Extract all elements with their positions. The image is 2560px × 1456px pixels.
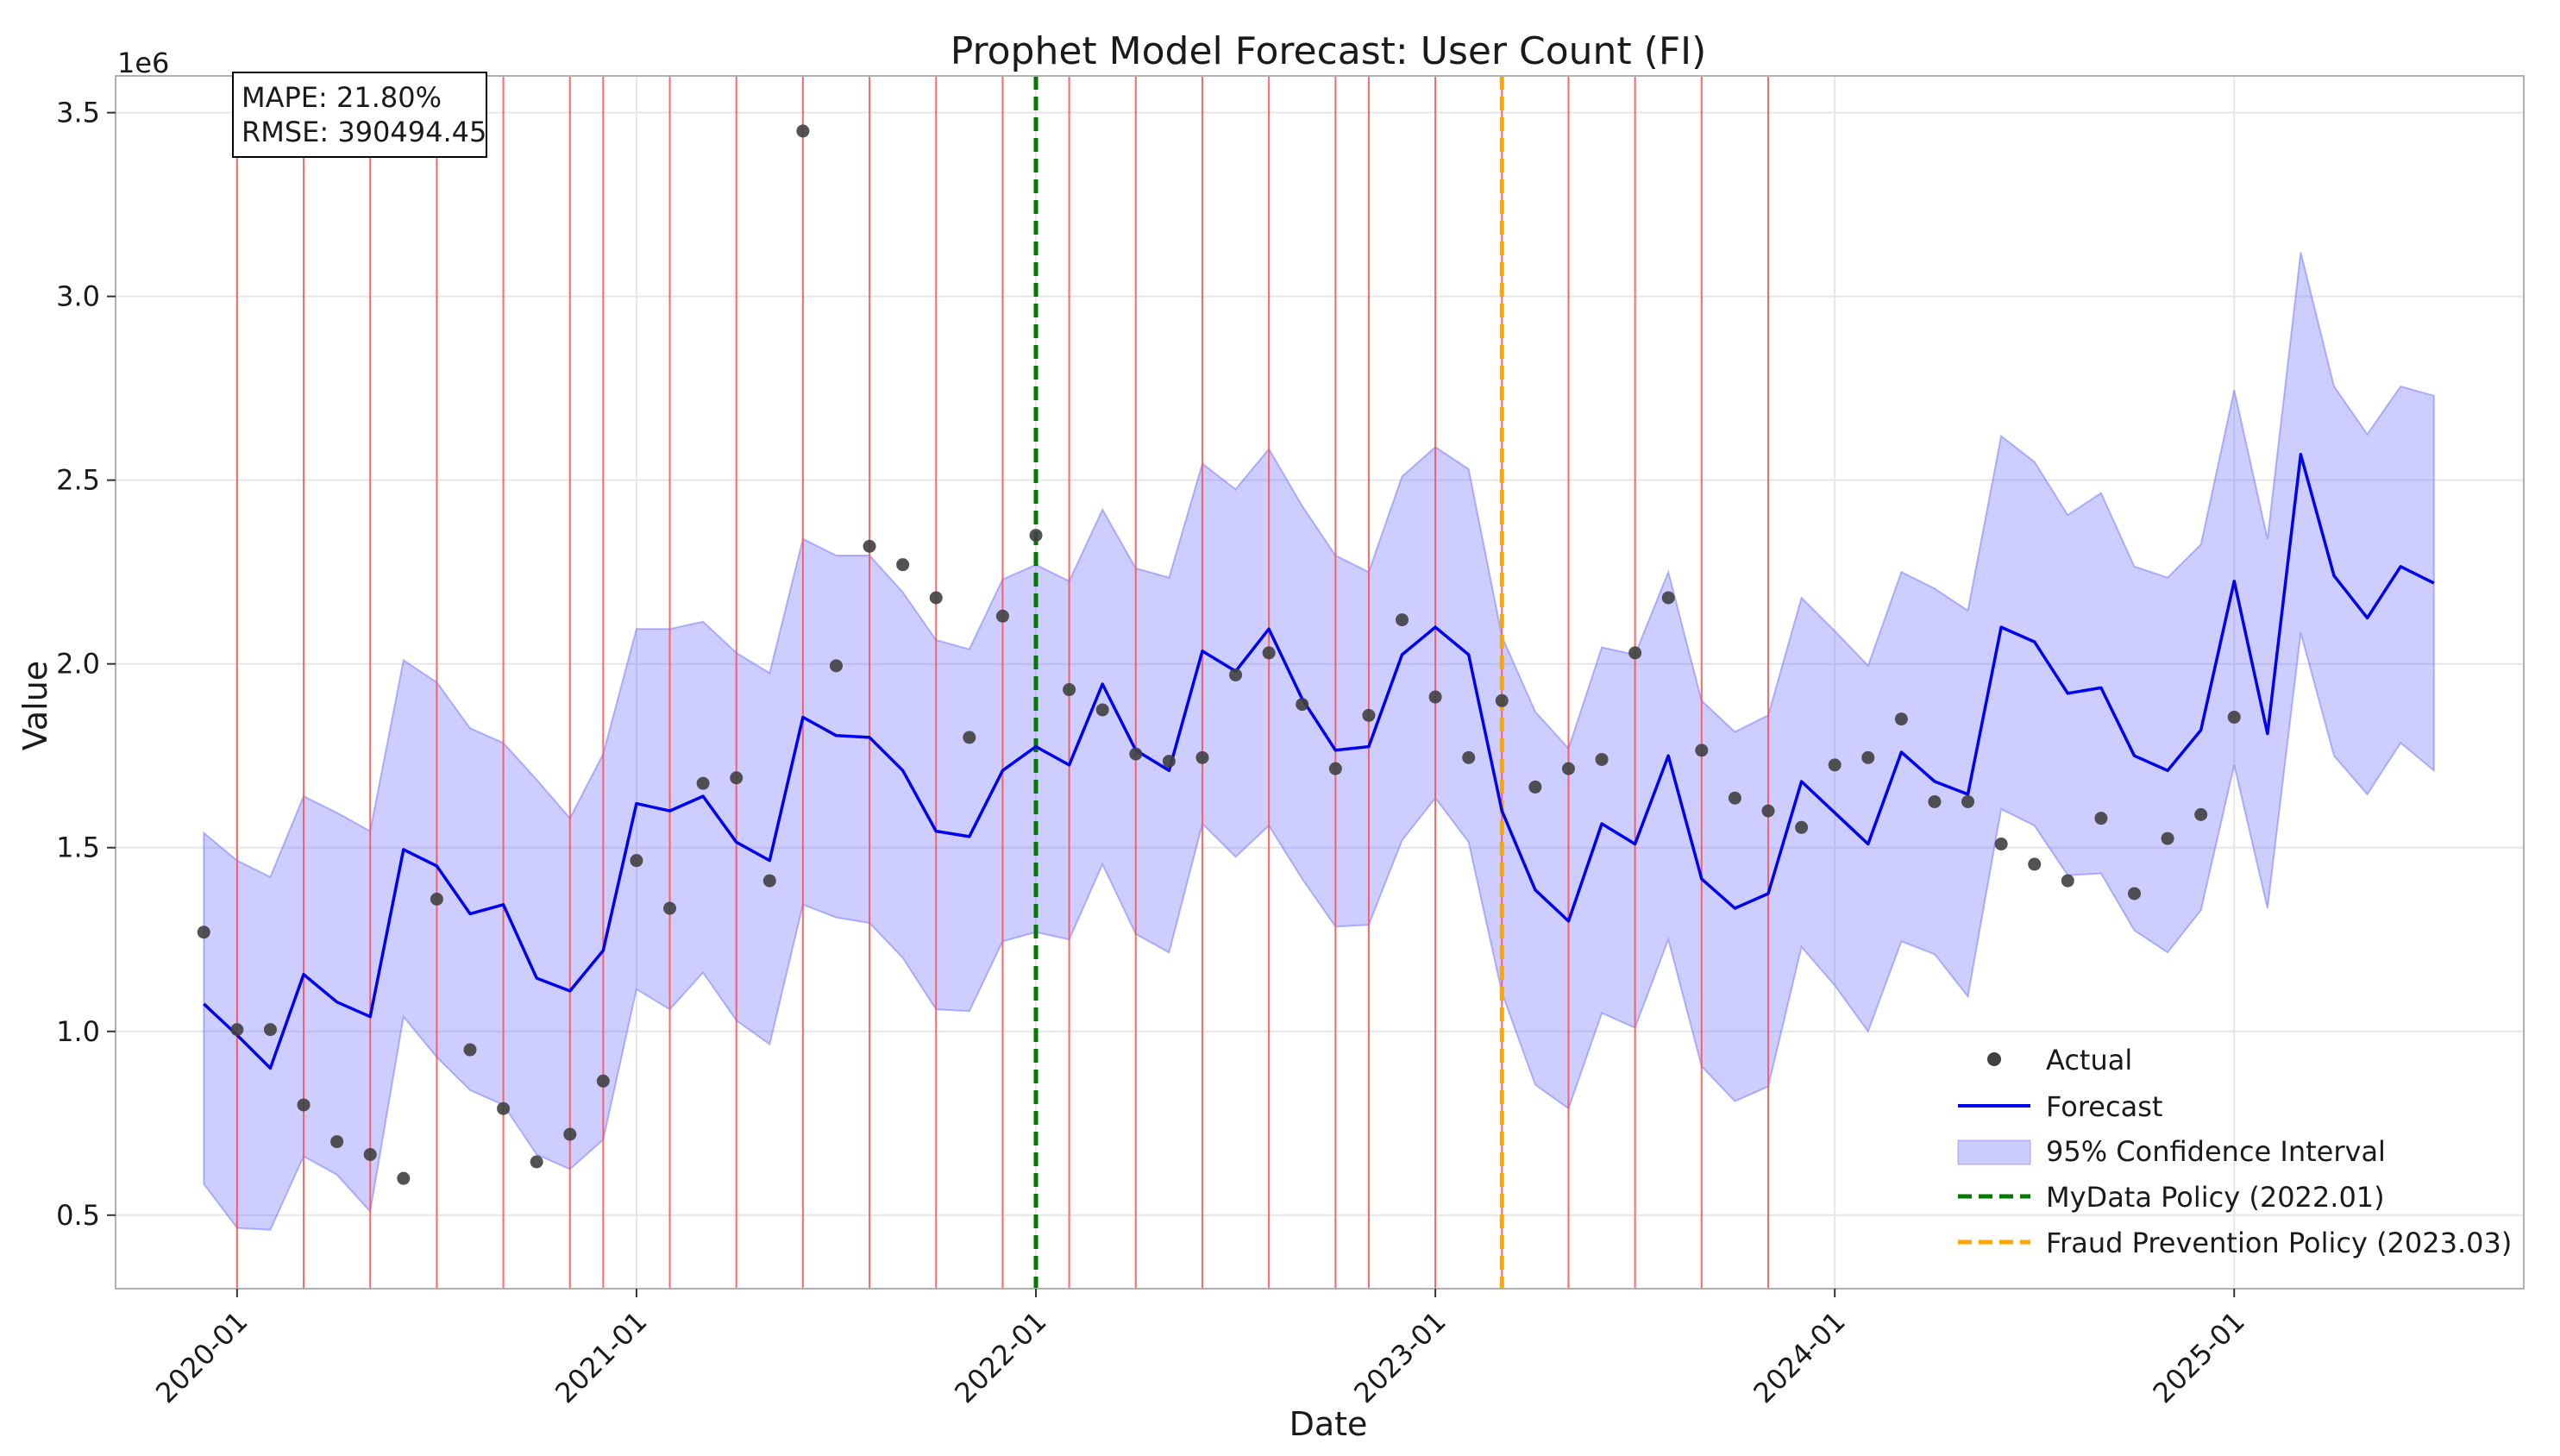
x-axis-label: Date: [1289, 1405, 1368, 1443]
actual-point-27: [1095, 703, 1109, 717]
plot-frame: [115, 75, 2525, 1290]
actual-point-40: [1528, 780, 1542, 794]
chart-title: Prophet Model Forecast: User Count (FI): [951, 29, 1707, 73]
y-tick-label-2: 1.5: [56, 832, 100, 864]
actual-point-30: [1195, 750, 1209, 764]
y-tick-label-5: 3.0: [56, 280, 100, 313]
actual-point-19: [829, 659, 843, 673]
actual-point-6: [397, 1171, 411, 1185]
actual-point-34: [1328, 762, 1342, 775]
actual-point-28: [1129, 747, 1143, 761]
legend-ci-label: 95% Confidence Interval: [2046, 1135, 2386, 1168]
actual-point-26: [1063, 683, 1076, 697]
forecast-series: [203, 453, 2435, 1070]
actual-point-29: [1162, 755, 1176, 769]
actual-point-11: [563, 1127, 577, 1141]
y-tick-label-1: 1.0: [56, 1015, 100, 1048]
actual-point-17: [762, 874, 776, 888]
actual-point-57: [2094, 812, 2108, 825]
actual-point-18: [796, 124, 810, 138]
actual-point-32: [1262, 646, 1276, 660]
actual-point-2: [263, 1023, 277, 1037]
y-offset-label: 1e6: [117, 47, 169, 79]
actual-point-53: [1961, 794, 1975, 808]
actual-point-45: [1695, 744, 1709, 757]
confidence-band: [203, 252, 2435, 1231]
actual-point-5: [363, 1147, 377, 1161]
actual-point-12: [596, 1074, 610, 1088]
actual-point-7: [430, 892, 443, 906]
actual-point-46: [1728, 791, 1741, 805]
actual-point-20: [863, 539, 876, 553]
actual-point-24: [995, 609, 1009, 623]
actual-point-43: [1628, 646, 1642, 660]
actual-point-39: [1495, 693, 1509, 707]
actual-point-23: [963, 731, 976, 744]
y-axis-ticks: 0.5 1.0 1.5 2.0 2.5 3.0 3.5: [56, 97, 116, 1232]
confidence-interval-band: [203, 252, 2435, 1231]
actual-point-13: [630, 854, 643, 868]
y-tick-label-0: 0.5: [56, 1199, 100, 1232]
forecast-line: [203, 453, 2435, 1070]
actual-point-41: [1561, 762, 1575, 775]
actual-point-3: [297, 1098, 311, 1112]
legend-fraud-label: Fraud Prevention Policy (2023.03): [2046, 1227, 2512, 1259]
actual-point-9: [497, 1101, 511, 1115]
actual-point-1: [230, 1023, 244, 1037]
y-axis-label: Value: [16, 661, 54, 750]
actual-point-56: [2061, 874, 2074, 888]
actual-point-4: [330, 1135, 344, 1149]
actual-point-0: [197, 926, 210, 939]
legend: Actual Forecast 95% Confidence Interval …: [1957, 1044, 2512, 1259]
stats-box: MAPE: 21.80% RMSE: 390494.45: [232, 72, 487, 158]
actual-point-33: [1296, 698, 1309, 712]
actual-point-49: [1828, 758, 1842, 772]
legend-mydata-label: MyData Policy (2022.01): [2046, 1181, 2385, 1214]
mape-text: MAPE: 21.80%: [242, 81, 442, 114]
actual-point-37: [1428, 690, 1442, 704]
actual-point-16: [730, 771, 744, 785]
actual-point-51: [1894, 712, 1908, 726]
legend-actual-label: Actual: [2046, 1044, 2132, 1076]
actual-point-14: [663, 901, 677, 915]
legend-forecast-label: Forecast: [2046, 1090, 2162, 1123]
actual-point-36: [1396, 613, 1409, 627]
actual-point-48: [1795, 820, 1809, 834]
actual-point-61: [2227, 710, 2241, 724]
actual-point-59: [2161, 832, 2174, 845]
y-tick-label-4: 2.5: [56, 464, 100, 497]
actual-point-10: [530, 1155, 543, 1169]
actual-point-47: [1761, 804, 1775, 818]
actual-point-44: [1661, 591, 1675, 605]
actual-point-8: [463, 1043, 477, 1057]
event-lines: [235, 76, 1770, 1289]
actual-point-50: [1861, 750, 1875, 764]
actual-point-21: [896, 558, 910, 572]
actual-series: [197, 124, 2241, 1185]
rmse-text: RMSE: 390494.45: [242, 116, 486, 148]
actual-point-52: [1928, 794, 1942, 808]
actual-point-35: [1362, 708, 1376, 722]
actual-point-15: [696, 776, 710, 790]
actual-point-25: [1029, 529, 1043, 543]
actual-point-31: [1229, 668, 1243, 681]
actual-point-38: [1462, 750, 1476, 764]
y-tick-label-6: 3.5: [56, 97, 100, 129]
actual-point-22: [929, 591, 943, 605]
policy-lines: [1033, 76, 1504, 1289]
legend-ci-swatch: [1957, 1139, 2031, 1165]
legend-actual-marker: [1987, 1052, 2001, 1066]
y-tick-label-3: 2.0: [56, 648, 100, 681]
actual-point-60: [2194, 807, 2208, 821]
actual-point-42: [1595, 752, 1609, 766]
actual-point-58: [2127, 887, 2141, 901]
actual-point-55: [2028, 857, 2042, 871]
actual-point-54: [1994, 837, 2008, 850]
